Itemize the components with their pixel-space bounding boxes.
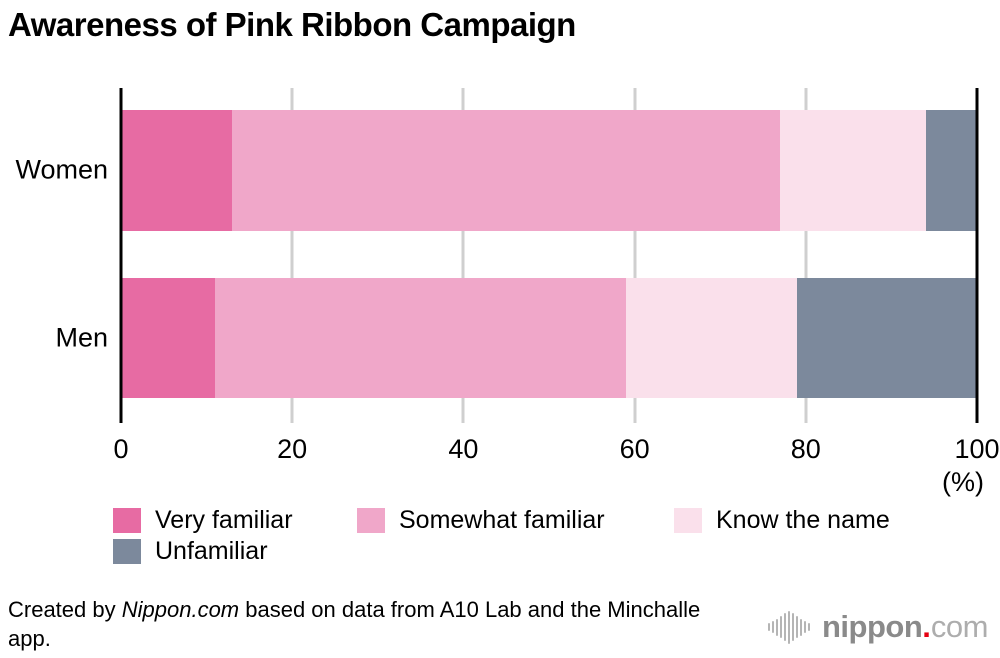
x-tick-label-20: 20 — [277, 434, 308, 464]
soundwave-bar — [804, 621, 806, 633]
legend-swatch — [674, 508, 702, 533]
soundwave-bar — [808, 623, 810, 631]
y-axis-labels: Women Men — [0, 88, 108, 423]
segment-women-unfamiliar — [925, 110, 977, 231]
x-tick-label-40: 40 — [448, 434, 479, 464]
legend-label: Somewhat familiar — [399, 506, 605, 534]
x-axis-ticks: 0 20 40 60 80 100 — [113, 434, 999, 468]
gridline-80 — [804, 88, 808, 423]
grid-layer — [121, 88, 977, 423]
soundwave-bar — [784, 613, 786, 641]
segment-men-very-familiar — [121, 278, 216, 398]
nippon-logo: nippon . com — [768, 609, 989, 645]
category-label-men: Men — [55, 322, 108, 353]
plot-area — [119, 88, 979, 423]
legend-item-somewhat-familiar: Somewhat familiar — [357, 506, 605, 535]
soundwave-bar — [768, 623, 770, 631]
gridline-60 — [633, 88, 637, 423]
x-axis-unit-label: (%) — [942, 467, 984, 497]
x-tick-label-80: 80 — [790, 434, 821, 464]
credit-suffix: based on data from A10 Lab and the Minch… — [8, 597, 701, 651]
x-tick-label-60: 60 — [619, 434, 650, 464]
legend-swatch — [357, 508, 385, 533]
legend-label: Unfamiliar — [155, 537, 268, 565]
soundwave-bar — [788, 610, 790, 644]
x-tick-label-100: 100 — [954, 434, 1000, 464]
category-label-women: Women — [15, 154, 108, 185]
chart-title: Awareness of Pink Ribbon Campaign — [8, 6, 576, 43]
legend-item-know-the-name: Know the name — [674, 506, 890, 535]
soundwave-bar — [776, 618, 778, 636]
x-tick-label-0: 0 — [113, 434, 129, 464]
soundwave-bar — [800, 618, 802, 636]
segment-women-somewhat-familiar — [232, 110, 781, 231]
legend-item-unfamiliar: Unfamiliar — [113, 537, 268, 566]
credit-source: Nippon.com — [121, 597, 240, 622]
segment-men-somewhat-familiar — [215, 278, 627, 398]
segment-women-very-familiar — [121, 110, 233, 231]
bars-layer — [121, 88, 977, 423]
legend-label: Know the name — [716, 506, 890, 534]
legend-item-very-familiar: Very familiar — [113, 506, 293, 535]
soundwave-bar — [780, 616, 782, 638]
logo-dot: . — [922, 609, 931, 644]
credit-prefix: Created by — [8, 597, 122, 622]
soundwave-bar — [792, 613, 794, 641]
soundwave-bar — [796, 616, 798, 638]
gridline-40 — [461, 88, 465, 423]
logo-text-nippon: nippon — [822, 609, 923, 644]
legend-swatch — [113, 508, 141, 533]
bar-men — [121, 278, 977, 398]
segment-men-know-the-name — [626, 278, 798, 398]
legend-label: Very familiar — [155, 506, 293, 534]
segment-women-know-the-name — [780, 110, 926, 231]
legend-swatch — [113, 539, 141, 564]
credit-text: Created by Nippon.com based on data from… — [8, 595, 708, 653]
soundwave-bars-icon — [768, 610, 812, 644]
segment-men-unfamiliar — [797, 278, 977, 398]
gridline-20 — [290, 88, 294, 423]
soundwave-bar — [772, 621, 774, 633]
bar-women — [121, 110, 977, 231]
logo-text-com: com — [930, 609, 989, 644]
